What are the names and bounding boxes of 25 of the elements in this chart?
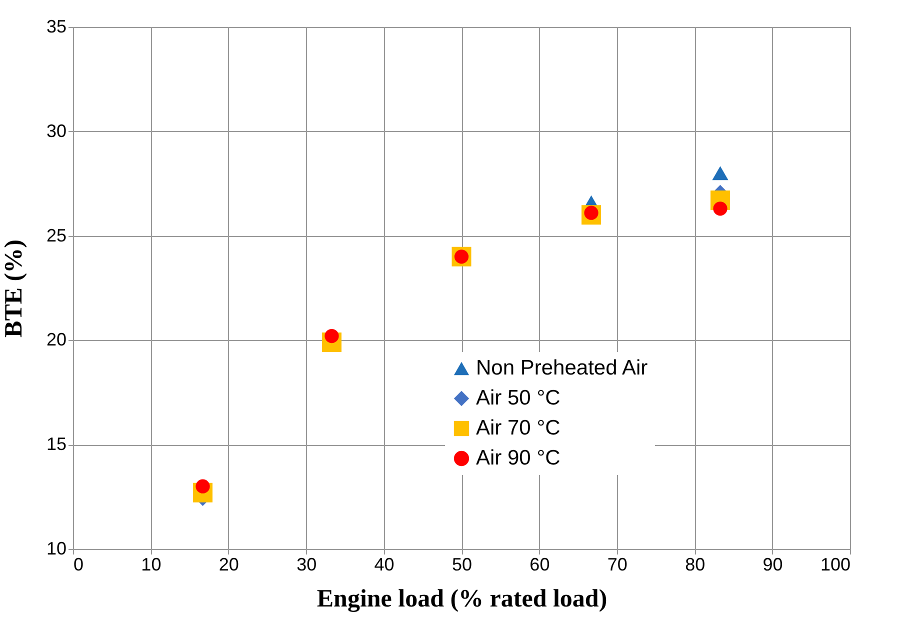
legend-label: Air 70 °C — [476, 416, 560, 440]
y-tick-label: 10 — [46, 538, 66, 558]
y-tick-label: 35 — [46, 16, 66, 36]
x-tick-label: 20 — [218, 554, 239, 574]
y-tick-label: 15 — [46, 434, 66, 454]
legend-label: Non Preheated Air — [476, 356, 648, 380]
point — [713, 202, 728, 216]
y-axis-title: BTE (%) — [0, 240, 28, 338]
x-tick-label: 100 — [820, 554, 850, 574]
y-tick-label: 20 — [46, 330, 66, 350]
legend-label: Air 90 °C — [476, 446, 560, 470]
legend-label: Air 50 °C — [476, 386, 560, 410]
x-tick-label: 10 — [141, 554, 162, 574]
x-tick-label: 60 — [530, 554, 550, 574]
point — [712, 166, 728, 180]
y-tick-label: 25 — [46, 225, 66, 246]
x-tick-label: 30 — [296, 554, 317, 574]
x-tick-label: 90 — [762, 554, 783, 574]
x-tick-label: 40 — [374, 554, 394, 574]
x-tick-label: 70 — [607, 554, 628, 574]
x-tick-label: 50 — [452, 554, 472, 574]
x-tick-label: 80 — [685, 554, 706, 574]
x-tick-label: 0 — [74, 554, 84, 574]
x-axis-title: Engine load (% rated load) — [316, 586, 608, 612]
y-tick-label: 30 — [46, 120, 66, 141]
